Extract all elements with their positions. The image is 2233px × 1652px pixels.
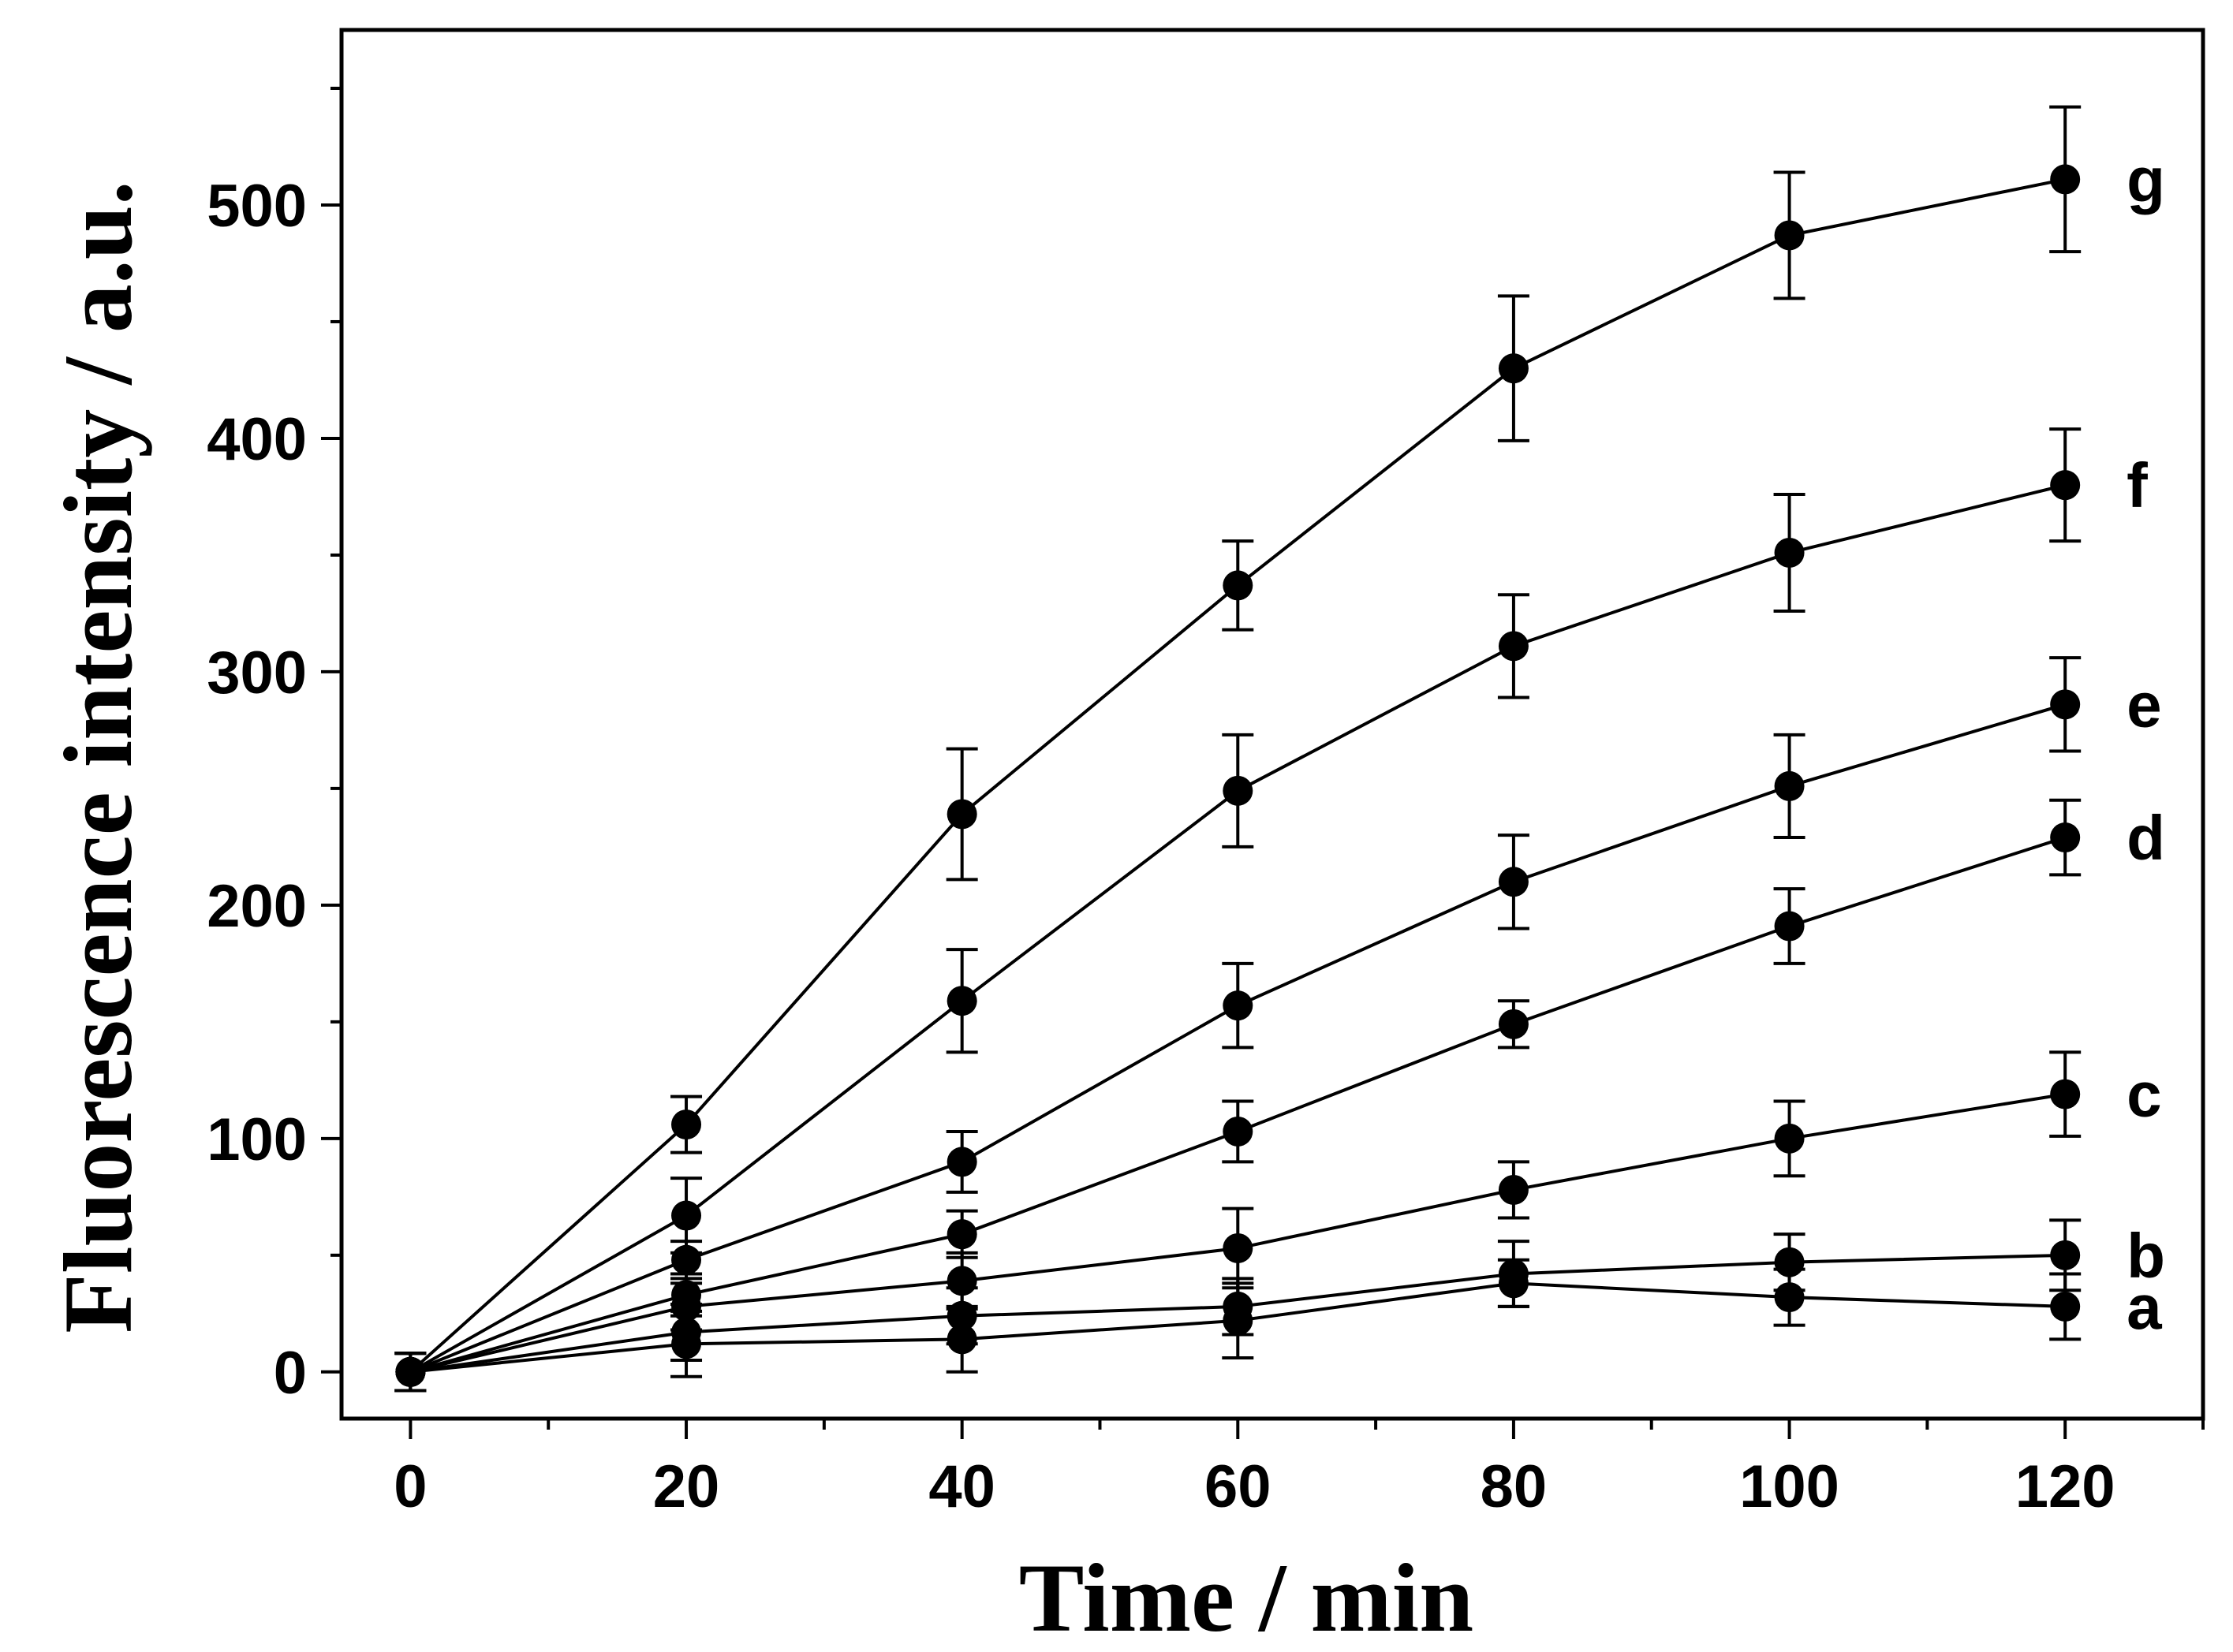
series-label-layer: ab c de f g	[2127, 144, 2165, 1342]
series-label-b: b	[2127, 1221, 2165, 1291]
data-point	[1223, 1291, 1253, 1322]
y-tick-label: 200	[207, 873, 307, 940]
x-tick-label: 20	[653, 1453, 720, 1520]
series-label-f: f	[2127, 450, 2148, 520]
data-point	[671, 1109, 702, 1140]
x-tick-label: 120	[2015, 1453, 2115, 1520]
data-point	[395, 1356, 426, 1387]
x-tick-label: 80	[1481, 1453, 1548, 1520]
x-tick-label: 0	[394, 1453, 427, 1520]
data-point	[671, 1200, 702, 1231]
data-point	[1498, 1259, 1529, 1289]
y-tick-label: 100	[207, 1106, 307, 1173]
series-label-e: e	[2127, 669, 2162, 740]
series-g	[394, 105, 2082, 1393]
data-point	[947, 1266, 977, 1296]
y-tick-label: 0	[274, 1340, 307, 1407]
data-point	[2050, 689, 2081, 720]
y-axis-title: Fluorescence intensity / a.u.	[44, 181, 152, 1333]
y-axis: 0 100 200 300 400 500	[207, 86, 342, 1407]
data-point	[671, 1317, 702, 1348]
data-point	[1498, 1009, 1529, 1039]
data-point	[2050, 822, 2081, 853]
x-axis: 0 20 40 60 80 100 120	[394, 1419, 2205, 1520]
data-point	[1223, 570, 1253, 601]
data-point	[1223, 775, 1253, 806]
series-label-d: d	[2127, 803, 2165, 873]
series-label-g: g	[2127, 144, 2165, 214]
data-point	[1774, 1247, 1805, 1277]
data-point	[947, 1147, 977, 1177]
data-point	[947, 986, 977, 1016]
data-point	[1498, 867, 1529, 897]
data-point	[2050, 1240, 2081, 1270]
data-point	[1223, 1116, 1253, 1147]
data-point	[2050, 164, 2081, 195]
data-point	[1774, 911, 1805, 942]
data-point	[1498, 353, 1529, 384]
data-point	[1774, 537, 1805, 568]
series-label-a: a	[2127, 1272, 2162, 1342]
y-tick-label: 300	[207, 640, 307, 707]
plot-frame	[339, 28, 2205, 1421]
data-point	[1223, 990, 1253, 1021]
data-point	[2050, 1291, 2081, 1322]
data-point	[947, 799, 977, 830]
y-tick-label: 500	[207, 173, 307, 240]
series-label-c: c	[2127, 1060, 2162, 1130]
data-point	[1498, 1174, 1529, 1205]
data-point	[1498, 631, 1529, 662]
y-tick-label: 400	[207, 406, 307, 473]
x-tick-label: 100	[1739, 1453, 1839, 1520]
x-tick-label: 40	[928, 1453, 995, 1520]
x-axis-title: Time / min	[1019, 1544, 1473, 1652]
data-point	[671, 1280, 702, 1311]
x-tick-label: 60	[1204, 1453, 1271, 1520]
data-point	[1223, 1232, 1253, 1263]
data-point	[2050, 470, 2081, 501]
data-point	[2050, 1079, 2081, 1109]
data-point	[1774, 220, 1805, 251]
series-layer	[394, 105, 2082, 1393]
data-point	[1774, 1123, 1805, 1154]
data-point	[1774, 770, 1805, 801]
data-point	[947, 1219, 977, 1250]
